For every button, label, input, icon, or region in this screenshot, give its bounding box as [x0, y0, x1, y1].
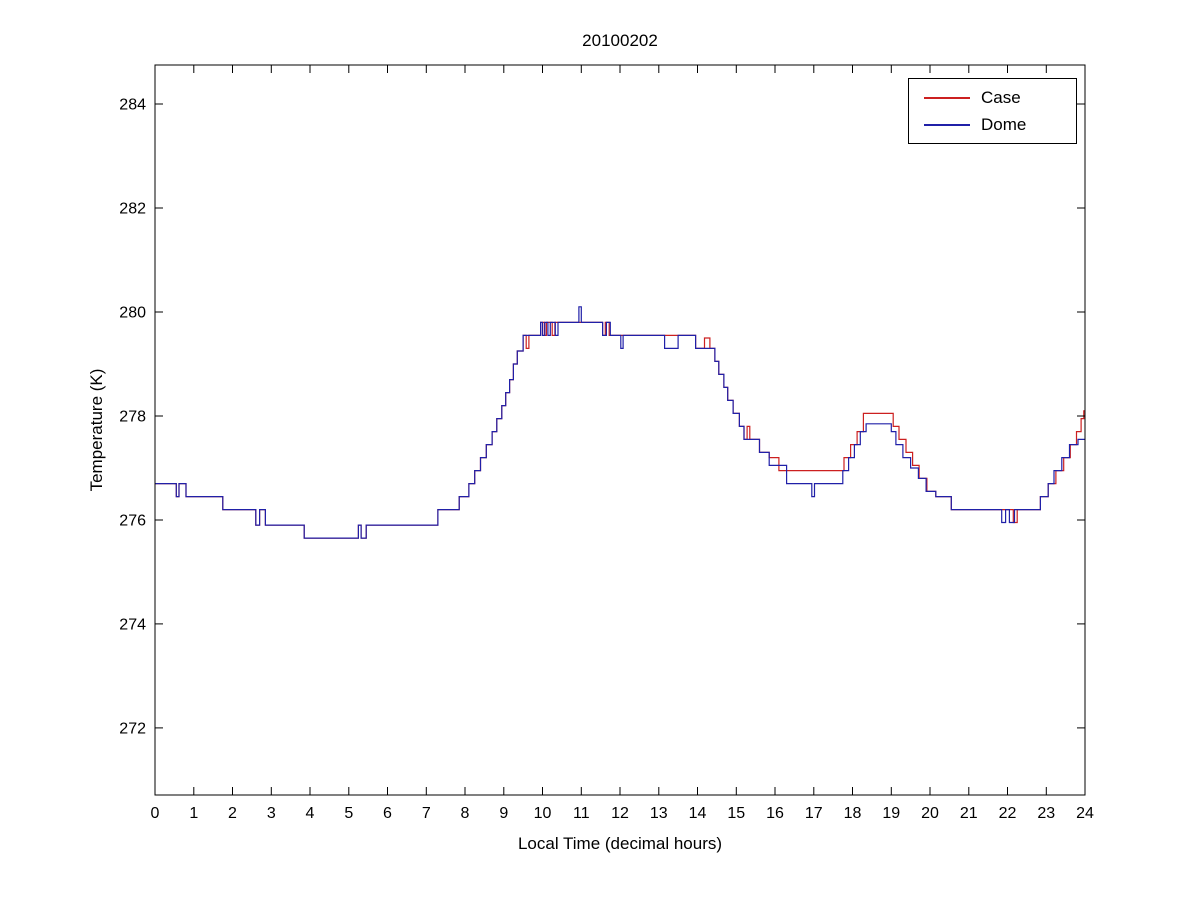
svg-text:0: 0 [151, 805, 160, 822]
svg-text:10: 10 [534, 805, 552, 822]
svg-text:276: 276 [119, 512, 146, 529]
svg-text:19: 19 [882, 805, 900, 822]
svg-text:282: 282 [119, 200, 146, 217]
chart-title: 20100202 [582, 31, 658, 50]
svg-text:7: 7 [422, 805, 431, 822]
svg-text:22: 22 [999, 805, 1017, 822]
svg-text:284: 284 [119, 96, 146, 113]
svg-text:4: 4 [306, 805, 315, 822]
svg-text:12: 12 [611, 805, 629, 822]
legend-entry-dome: Dome [909, 116, 1076, 133]
legend: Case Dome [908, 78, 1077, 144]
case-line-swatch [924, 96, 970, 99]
svg-text:272: 272 [119, 720, 146, 737]
y-axis-label: Temperature (K) [87, 368, 106, 492]
svg-text:278: 278 [119, 408, 146, 425]
svg-text:15: 15 [727, 805, 745, 822]
svg-text:18: 18 [844, 805, 862, 822]
svg-text:11: 11 [573, 805, 590, 822]
legend-label-case: Case [981, 88, 1021, 107]
svg-text:14: 14 [689, 805, 707, 822]
svg-text:20: 20 [921, 805, 939, 822]
svg-text:24: 24 [1076, 805, 1094, 822]
svg-text:16: 16 [766, 805, 784, 822]
svg-text:5: 5 [344, 805, 353, 822]
svg-text:3: 3 [267, 805, 276, 822]
svg-text:2: 2 [228, 805, 237, 822]
svg-text:274: 274 [119, 616, 146, 633]
svg-text:280: 280 [119, 304, 146, 321]
dome-line-swatch [924, 123, 970, 126]
svg-text:23: 23 [1037, 805, 1055, 822]
svg-text:13: 13 [650, 805, 668, 822]
svg-text:6: 6 [383, 805, 392, 822]
legend-entry-case: Case [909, 89, 1076, 106]
svg-text:8: 8 [461, 805, 470, 822]
svg-text:1: 1 [189, 805, 198, 822]
svg-text:9: 9 [499, 805, 508, 822]
x-axis-label: Local Time (decimal hours) [517, 834, 723, 853]
svg-text:21: 21 [960, 805, 978, 822]
svg-text:17: 17 [805, 805, 823, 822]
legend-label-dome: Dome [981, 115, 1027, 134]
